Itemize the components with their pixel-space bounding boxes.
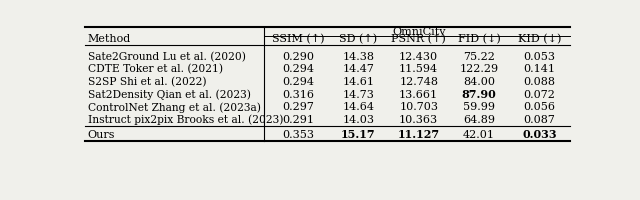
Text: 42.01: 42.01 xyxy=(463,130,495,140)
Text: 15.17: 15.17 xyxy=(341,129,376,140)
Text: 0.087: 0.087 xyxy=(524,115,556,125)
Text: 0.291: 0.291 xyxy=(282,115,314,125)
Text: 12.748: 12.748 xyxy=(399,77,438,87)
Text: 11.127: 11.127 xyxy=(397,129,440,140)
Text: 10.703: 10.703 xyxy=(399,102,438,112)
Text: CDTE Toker et al. (2021): CDTE Toker et al. (2021) xyxy=(88,64,223,74)
Text: 14.38: 14.38 xyxy=(342,52,374,62)
Text: Instruct pix2pix Brooks et al. (2023): Instruct pix2pix Brooks et al. (2023) xyxy=(88,115,284,125)
Text: 12.430: 12.430 xyxy=(399,52,438,62)
Text: 0.053: 0.053 xyxy=(524,52,556,62)
Text: PSNR (↑): PSNR (↑) xyxy=(391,33,446,44)
Text: 0.294: 0.294 xyxy=(282,77,314,87)
Text: KID (↓): KID (↓) xyxy=(518,33,561,44)
Text: 59.99: 59.99 xyxy=(463,102,495,112)
Text: 14.64: 14.64 xyxy=(342,102,374,112)
Text: 64.89: 64.89 xyxy=(463,115,495,125)
Text: 75.22: 75.22 xyxy=(463,52,495,62)
Text: Sate2Ground Lu et al. (2020): Sate2Ground Lu et al. (2020) xyxy=(88,51,246,62)
Text: 0.290: 0.290 xyxy=(282,52,314,62)
Text: OmniCity: OmniCity xyxy=(392,27,445,37)
Text: 87.90: 87.90 xyxy=(461,89,497,100)
Text: 14.73: 14.73 xyxy=(342,90,374,100)
Text: FID (↓): FID (↓) xyxy=(458,33,500,44)
Text: 10.363: 10.363 xyxy=(399,115,438,125)
Text: SSIM (↑): SSIM (↑) xyxy=(271,33,324,44)
Text: 0.033: 0.033 xyxy=(522,129,557,140)
Text: 0.294: 0.294 xyxy=(282,64,314,74)
Text: 84.00: 84.00 xyxy=(463,77,495,87)
Text: 11.594: 11.594 xyxy=(399,64,438,74)
Text: 0.353: 0.353 xyxy=(282,130,314,140)
Text: 0.056: 0.056 xyxy=(524,102,556,112)
Text: 14.61: 14.61 xyxy=(342,77,374,87)
Text: 0.088: 0.088 xyxy=(524,77,556,87)
Text: SD (↑): SD (↑) xyxy=(339,33,378,44)
Text: Sat2Density Qian et al. (2023): Sat2Density Qian et al. (2023) xyxy=(88,89,251,100)
Text: 13.661: 13.661 xyxy=(399,90,438,100)
Text: Ours: Ours xyxy=(88,130,115,140)
Text: 0.297: 0.297 xyxy=(282,102,314,112)
Text: S2SP Shi et al. (2022): S2SP Shi et al. (2022) xyxy=(88,77,206,87)
Text: 0.072: 0.072 xyxy=(524,90,556,100)
Text: 122.29: 122.29 xyxy=(460,64,499,74)
Text: 0.316: 0.316 xyxy=(282,90,314,100)
Text: ControlNet Zhang et al. (2023a): ControlNet Zhang et al. (2023a) xyxy=(88,102,260,113)
Text: Method: Method xyxy=(88,34,131,44)
Text: 14.03: 14.03 xyxy=(342,115,374,125)
Text: 14.47: 14.47 xyxy=(342,64,374,74)
Text: 0.141: 0.141 xyxy=(524,64,556,74)
